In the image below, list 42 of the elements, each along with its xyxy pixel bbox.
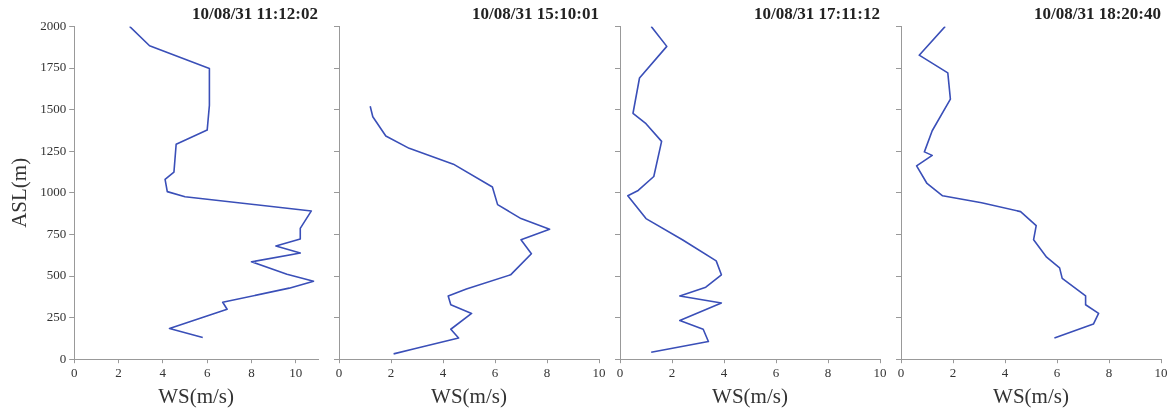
y-tick-label: 500 <box>46 267 67 283</box>
y-tick-label: 1250 <box>40 142 67 158</box>
x-tick-label: 10 <box>289 365 303 381</box>
x-tick-label: 8 <box>1105 365 1113 381</box>
x-tick-label: 2 <box>115 365 122 381</box>
y-tick-label: 1000 <box>40 184 67 200</box>
y-axis-title: ASL(m) <box>7 157 32 228</box>
x-tick-label: 6 <box>772 365 780 381</box>
chart-title: 10/08/31 17:11:12 <box>753 3 880 23</box>
x-tick-label: 10 <box>873 365 887 381</box>
y-tick-label: 2000 <box>40 17 67 33</box>
y-tick-label: 750 <box>46 225 67 241</box>
y-tick-label: 1750 <box>40 59 67 75</box>
x-tick-label: 8 <box>543 365 551 381</box>
x-axis-title: WS(m/s) <box>712 383 788 408</box>
x-tick-label: 6 <box>1053 365 1061 381</box>
x-axis-title: WS(m/s) <box>431 383 507 408</box>
x-tick-label: 2 <box>668 365 676 381</box>
y-tick-label: 250 <box>46 309 67 325</box>
x-axis-title: WS(m/s) <box>993 383 1069 408</box>
x-tick-label: 0 <box>616 365 624 381</box>
y-tick-label: 1500 <box>40 101 67 117</box>
chart-title: 10/08/31 11:12:02 <box>191 3 318 23</box>
x-tick-label: 2 <box>949 365 957 381</box>
x-tick-label: 10 <box>1154 365 1168 381</box>
x-tick-label: 0 <box>335 365 343 381</box>
x-tick-label: 6 <box>203 365 211 381</box>
x-axis-title: WS(m/s) <box>158 383 235 408</box>
x-tick-label: 4 <box>439 365 447 381</box>
x-tick-label: 0 <box>70 365 78 381</box>
chart-title: 10/08/31 18:20:40 <box>1033 3 1161 23</box>
x-tick-label: 10 <box>592 365 606 381</box>
x-tick-label: 8 <box>248 365 255 381</box>
x-tick-label: 0 <box>897 365 905 381</box>
x-tick-label: 6 <box>491 365 499 381</box>
x-tick-label: 2 <box>387 365 395 381</box>
chart-title: 10/08/31 15:10:01 <box>471 3 599 23</box>
x-tick-label: 4 <box>159 365 167 381</box>
x-tick-label: 8 <box>824 365 832 381</box>
x-tick-label: 4 <box>1001 365 1009 381</box>
x-tick-label: 4 <box>720 365 728 381</box>
y-tick-label: 0 <box>59 350 67 366</box>
